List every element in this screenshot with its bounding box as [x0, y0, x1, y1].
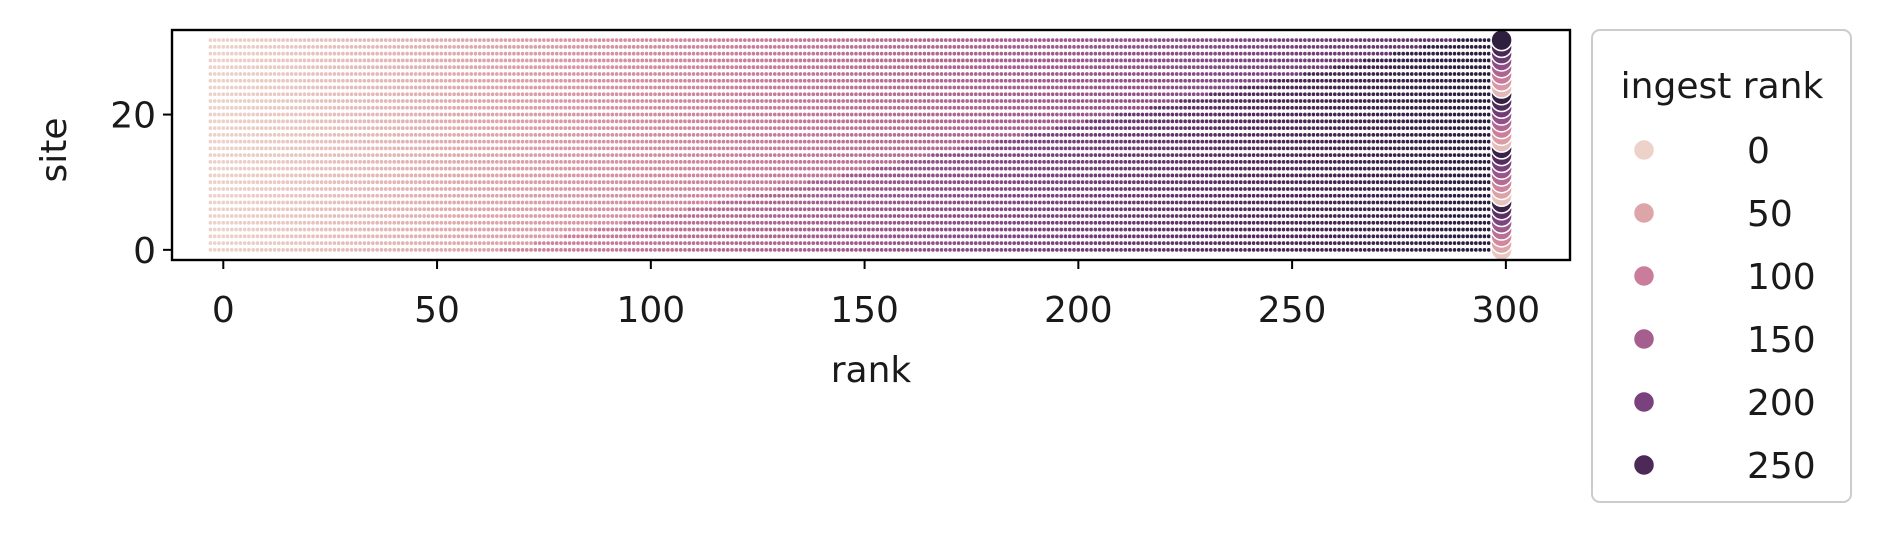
plot-points	[207, 37, 1501, 253]
